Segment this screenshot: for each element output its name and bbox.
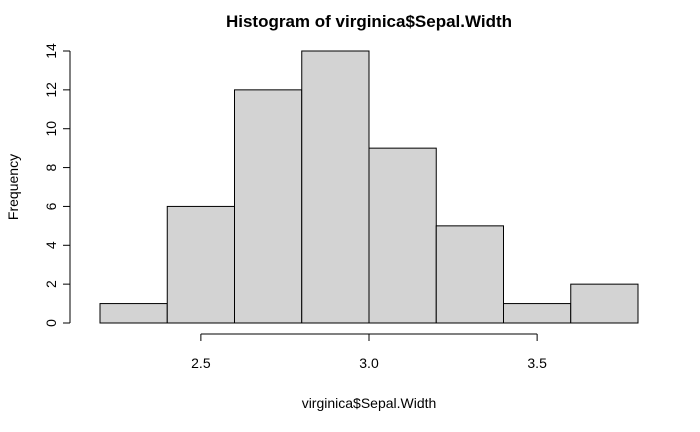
- y-tick-label: 14: [43, 43, 59, 59]
- chart-title: Histogram of virginica$Sepal.Width: [226, 12, 512, 31]
- y-tick-label: 10: [43, 121, 59, 137]
- y-tick-label: 8: [43, 163, 59, 171]
- bars-group: [99, 50, 639, 324]
- y-tick-label: 4: [43, 241, 59, 249]
- y-axis: 0 2 4 6 8 10 12 14: [43, 43, 71, 327]
- y-tick-label: 0: [43, 319, 59, 327]
- x-tick-label: 3.0: [359, 355, 379, 371]
- histogram-bar: [435, 225, 504, 324]
- histogram-bar: [368, 147, 437, 324]
- x-axis: 2.5 3.0 3.5: [191, 333, 547, 371]
- histogram-bar: [166, 205, 235, 324]
- histogram-bar: [570, 283, 639, 324]
- x-tick-label: 2.5: [191, 355, 211, 371]
- y-tick-label: 2: [43, 280, 59, 288]
- y-tick-label: 6: [43, 202, 59, 210]
- x-axis-label: virginica$Sepal.Width: [302, 395, 437, 411]
- histogram-bar: [503, 303, 572, 324]
- histogram-bar: [234, 89, 303, 324]
- y-tick-label: 12: [43, 82, 59, 98]
- histogram-bar: [301, 50, 370, 324]
- y-axis-label: Frequency: [5, 154, 21, 220]
- histogram-bar: [99, 303, 168, 324]
- x-tick-label: 3.5: [527, 355, 547, 371]
